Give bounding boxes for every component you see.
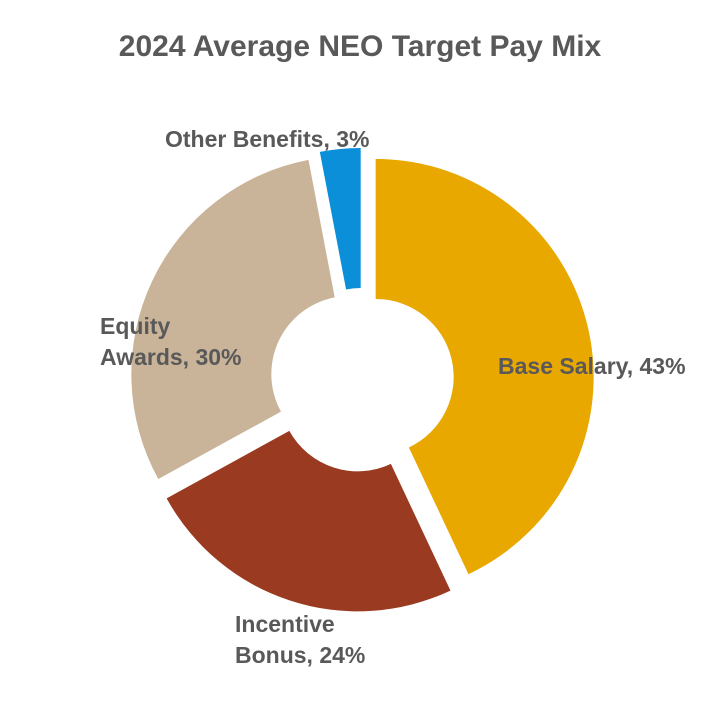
chart-title: 2024 Average NEO Target Pay Mix: [119, 30, 602, 63]
slice-incentive-bonus: [166, 430, 451, 612]
slice-label-incentive-bonus: Incentive Bonus, 24%: [235, 611, 365, 668]
donut-slices: [131, 148, 594, 612]
slice-label-incentive-bonus-line1: Incentive: [235, 611, 335, 637]
slice-other-benefits: [319, 148, 361, 290]
slice-equity-awards: [131, 159, 335, 480]
slice-label-other-benefits: Other Benefits, 3%: [165, 126, 370, 152]
slice-label-incentive-bonus-line2: Bonus, 24%: [235, 642, 365, 668]
slice-label-equity-awards-line1: Equity: [100, 313, 170, 339]
slice-base-salary: [375, 158, 594, 575]
slice-label-base-salary: Base Salary, 43%: [498, 353, 686, 379]
slice-label-equity-awards-line2: Awards, 30%: [100, 344, 241, 370]
slice-label-equity-awards: Equity Awards, 30%: [100, 313, 241, 370]
